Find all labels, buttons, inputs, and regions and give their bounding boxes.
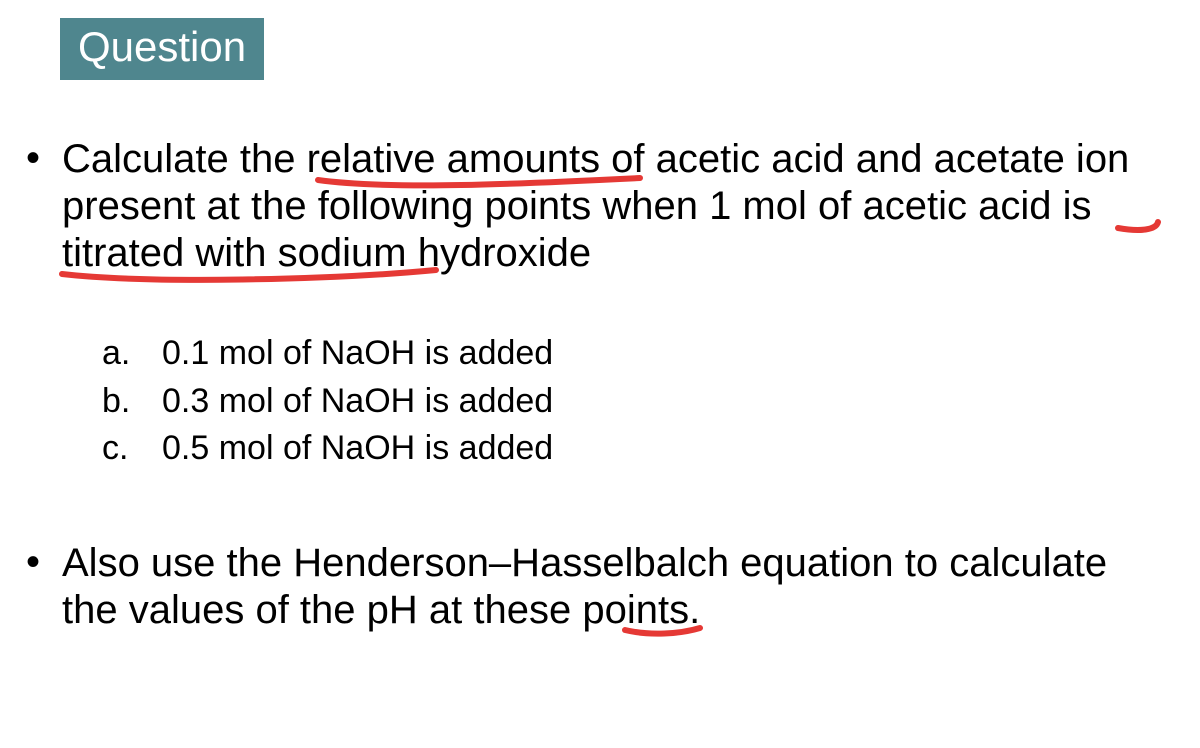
sub-text-b: 0.3 mol of NaOH is added [162,378,553,426]
sub-text-c: 0.5 mol of NaOH is added [162,425,553,473]
sub-letter-b: b. [102,378,142,426]
bullet-dot-1: • [26,136,40,181]
question-badge: Question [60,18,264,80]
sub-item-c: c. 0.5 mol of NaOH is added [102,425,553,473]
paragraph-2: Also use the Henderson–Hasselbalch equat… [62,540,1162,634]
sub-text-a: 0.1 mol of NaOH is added [162,330,553,378]
slide: Question • Calculate the relative amount… [0,0,1200,748]
sub-list: a. 0.1 mol of NaOH is added b. 0.3 mol o… [102,330,553,473]
sub-letter-a: a. [102,330,142,378]
bullet-dot-2: • [26,540,40,585]
sub-item-a: a. 0.1 mol of NaOH is added [102,330,553,378]
paragraph-1: Calculate the relative amounts of acetic… [62,136,1162,278]
sub-item-b: b. 0.3 mol of NaOH is added [102,378,553,426]
sub-letter-c: c. [102,425,142,473]
